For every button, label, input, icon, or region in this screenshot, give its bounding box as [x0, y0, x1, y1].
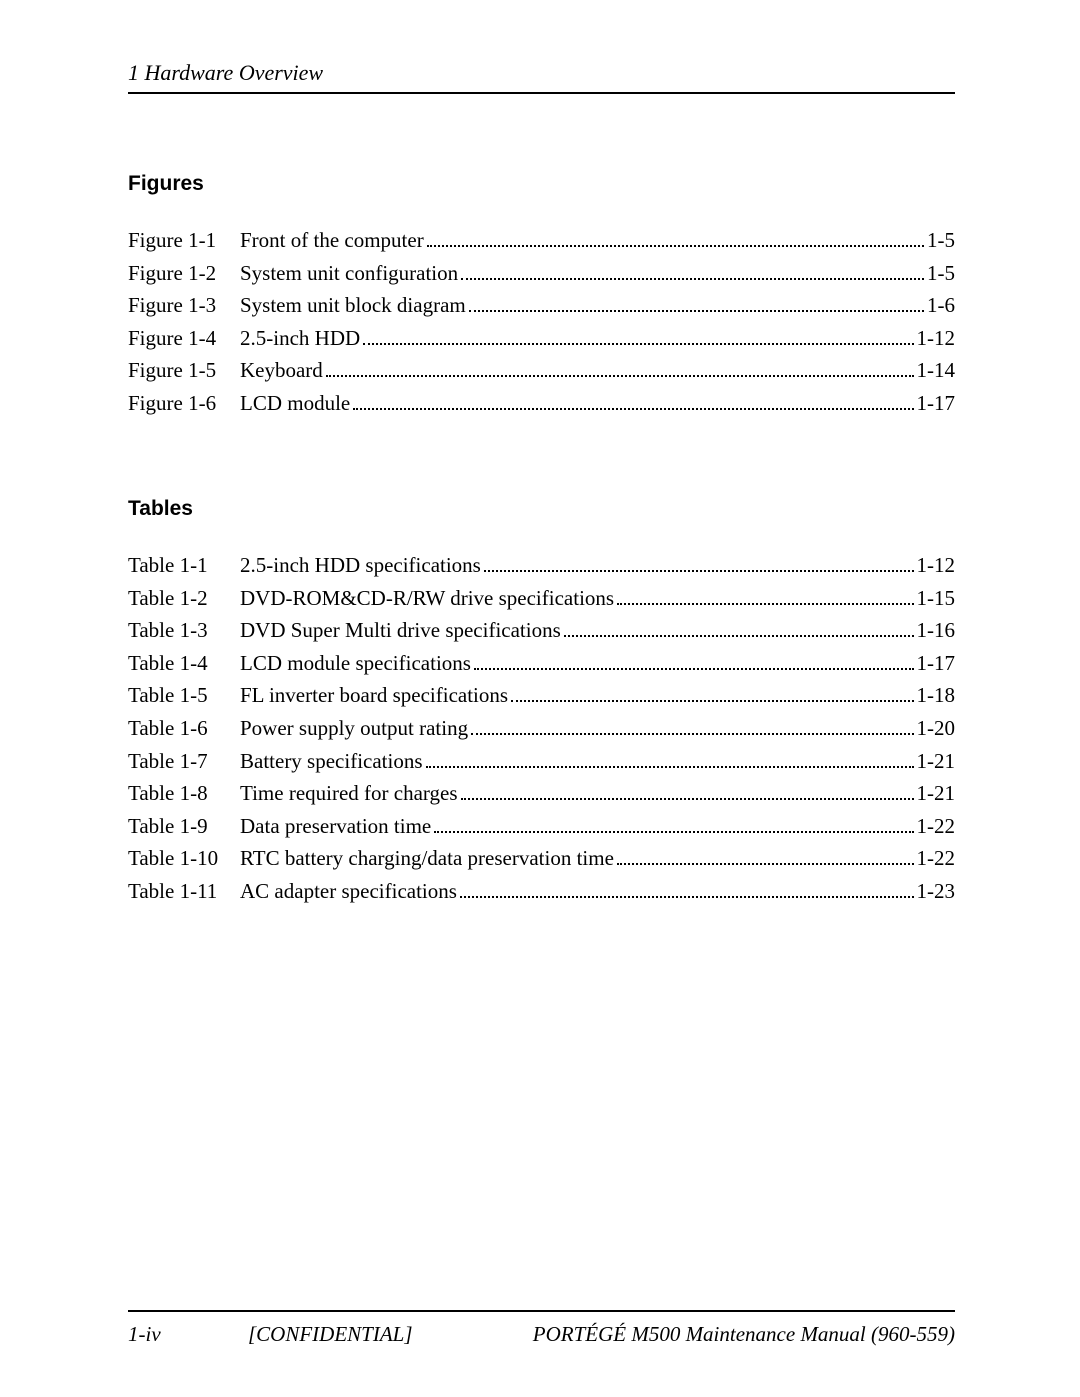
table-entry-row: Table 1-12.5-inch HDD specifications 1-12 [128, 549, 955, 582]
toc-leader-dots [434, 810, 913, 833]
figure-entry-row: Figure 1-1Front of the computer 1-5 [128, 224, 955, 257]
table-entry-row: Table 1-8Time required for charges 1-21 [128, 777, 955, 810]
table-entry-page: 1-20 [917, 712, 956, 745]
figure-entry-label: Figure 1-3 [128, 289, 240, 322]
toc-leader-dots [511, 679, 913, 702]
figure-entry-row: Figure 1-42.5-inch HDD 1-12 [128, 322, 955, 355]
figure-entry-label: Figure 1-4 [128, 322, 240, 355]
table-entry-row: Table 1-7Battery specifications 1-21 [128, 745, 955, 778]
toc-leader-dots [326, 354, 914, 377]
table-entry-title: AC adapter specifications [240, 875, 457, 908]
table-entry-title: Data preservation time [240, 810, 431, 843]
toc-leader-dots [353, 387, 913, 410]
document-page: 1 Hardware Overview Figures Figure 1-1Fr… [0, 0, 1080, 1397]
table-entry-row: Table 1-4LCD module specifications 1-17 [128, 647, 955, 680]
chapter-title: 1 Hardware Overview [128, 60, 323, 85]
toc-leader-dots [474, 647, 914, 670]
table-entry-label: Table 1-10 [128, 842, 240, 875]
table-entry-page: 1-18 [917, 679, 956, 712]
table-entry-row: Table 1-11AC adapter specifications 1-23 [128, 875, 955, 908]
figure-entry-row: Figure 1-5Keyboard 1-14 [128, 354, 955, 387]
table-entry-label: Table 1-9 [128, 810, 240, 843]
toc-leader-dots [564, 614, 914, 637]
toc-leader-dots [460, 875, 914, 898]
table-entry-title: 2.5-inch HDD specifications [240, 549, 481, 582]
figure-entry-label: Figure 1-1 [128, 224, 240, 257]
footer-manual-title: PORTÉGÉ M500 Maintenance Manual (960-559… [533, 1322, 955, 1347]
figures-toc-list: Figure 1-1Front of the computer1-5Figure… [128, 224, 955, 419]
footer-page-number: 1-iv [128, 1322, 248, 1347]
table-entry-row: Table 1-3DVD Super Multi drive specifica… [128, 614, 955, 647]
table-entry-row: Table 1-9Data preservation time 1-22 [128, 810, 955, 843]
toc-leader-dots [484, 549, 914, 572]
figure-entry-title: Front of the computer [240, 224, 424, 257]
tables-toc-list: Table 1-12.5-inch HDD specifications 1-12… [128, 549, 955, 907]
table-entry-label: Table 1-4 [128, 647, 240, 680]
figure-entry-title: LCD module [240, 387, 350, 420]
table-entry-label: Table 1-6 [128, 712, 240, 745]
table-entry-page: 1-22 [917, 842, 956, 875]
figure-entry-row: Figure 1-2System unit configuration 1-5 [128, 257, 955, 290]
table-entry-page: 1-17 [917, 647, 956, 680]
page-footer: 1-iv [CONFIDENTIAL] PORTÉGÉ M500 Mainten… [128, 1310, 955, 1347]
toc-leader-dots [617, 842, 914, 865]
table-entry-label: Table 1-2 [128, 582, 240, 615]
table-entry-row: Table 1-2DVD-ROM&CD-R/RW drive specifica… [128, 582, 955, 615]
table-entry-title: Battery specifications [240, 745, 423, 778]
table-entry-page: 1-23 [917, 875, 956, 908]
page-header: 1 Hardware Overview [128, 60, 955, 94]
table-entry-title: Power supply output rating [240, 712, 468, 745]
figures-heading: Figures [128, 172, 955, 196]
table-entry-label: Table 1-7 [128, 745, 240, 778]
toc-leader-dots [427, 224, 924, 247]
figure-entry-page: 1-5 [927, 224, 955, 257]
table-entry-title: Time required for charges [240, 777, 458, 810]
figure-entry-label: Figure 1-6 [128, 387, 240, 420]
table-entry-label: Table 1-5 [128, 679, 240, 712]
table-entry-page: 1-22 [917, 810, 956, 843]
table-entry-row: Table 1-10RTC battery charging/data pres… [128, 842, 955, 875]
figure-entry-row: Figure 1-3System unit block diagram 1-6 [128, 289, 955, 322]
table-entry-title: FL inverter board specifications [240, 679, 508, 712]
table-entry-page: 1-12 [917, 549, 956, 582]
toc-leader-dots [617, 582, 913, 605]
toc-leader-dots [469, 289, 924, 312]
toc-leader-dots [471, 712, 913, 735]
table-entry-label: Table 1-3 [128, 614, 240, 647]
table-entry-title: RTC battery charging/data preservation t… [240, 842, 614, 875]
table-entry-title: DVD Super Multi drive specifications [240, 614, 561, 647]
figure-entry-page: 1-14 [917, 354, 956, 387]
footer-confidential: [CONFIDENTIAL] [248, 1322, 413, 1347]
toc-leader-dots [426, 745, 914, 768]
figure-entry-page: 1-5 [927, 257, 955, 290]
toc-leader-dots [461, 257, 924, 280]
figure-entry-label: Figure 1-2 [128, 257, 240, 290]
toc-leader-dots [363, 322, 913, 345]
figure-entry-label: Figure 1-5 [128, 354, 240, 387]
table-entry-label: Table 1-1 [128, 549, 240, 582]
table-entry-page: 1-21 [917, 777, 956, 810]
toc-leader-dots [461, 777, 914, 800]
table-entry-page: 1-16 [917, 614, 956, 647]
table-entry-page: 1-15 [917, 582, 956, 615]
figure-entry-row: Figure 1-6LCD module 1-17 [128, 387, 955, 420]
figure-entry-title: System unit block diagram [240, 289, 466, 322]
table-entry-row: Table 1-5FL inverter board specification… [128, 679, 955, 712]
table-entry-label: Table 1-11 [128, 875, 240, 908]
figure-entry-title: 2.5-inch HDD [240, 322, 360, 355]
table-entry-row: Table 1-6Power supply output rating 1-20 [128, 712, 955, 745]
table-entry-title: DVD-ROM&CD-R/RW drive specifications [240, 582, 614, 615]
figure-entry-page: 1-6 [927, 289, 955, 322]
table-entry-page: 1-21 [917, 745, 956, 778]
tables-heading: Tables [128, 497, 955, 521]
figure-entry-title: Keyboard [240, 354, 323, 387]
figure-entry-page: 1-12 [917, 322, 956, 355]
figure-entry-title: System unit configuration [240, 257, 458, 290]
table-entry-label: Table 1-8 [128, 777, 240, 810]
table-entry-title: LCD module specifications [240, 647, 471, 680]
figure-entry-page: 1-17 [917, 387, 956, 420]
